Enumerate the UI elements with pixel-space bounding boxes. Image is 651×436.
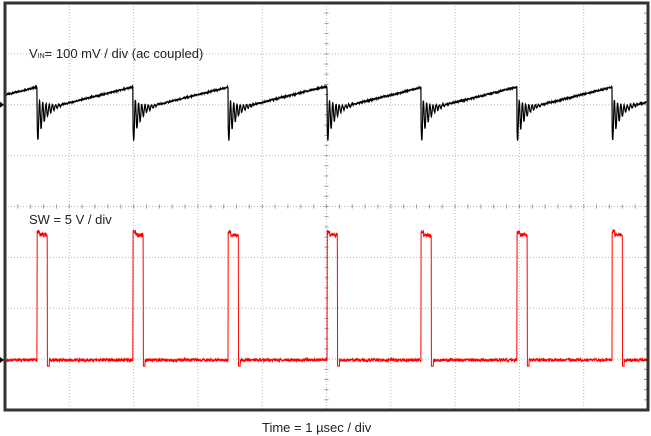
vin-channel-label: VIN= 100 mV / div (ac coupled) [29, 46, 203, 61]
vin-label-scale: = 100 mV / div (ac coupled) [44, 46, 204, 61]
vin-trace [4, 84, 649, 142]
sw-trace [4, 228, 649, 367]
sw-ground-marker [0, 357, 4, 363]
sw-channel-label: SW = 5 V / div [29, 212, 112, 227]
vin-ground-marker [0, 101, 4, 108]
plot-frame [3, 1, 650, 412]
vin-label-main: V [29, 46, 38, 61]
x-axis-label: Time = 1 µsec / div [262, 420, 372, 435]
vin-label-sub: IN [37, 53, 45, 60]
